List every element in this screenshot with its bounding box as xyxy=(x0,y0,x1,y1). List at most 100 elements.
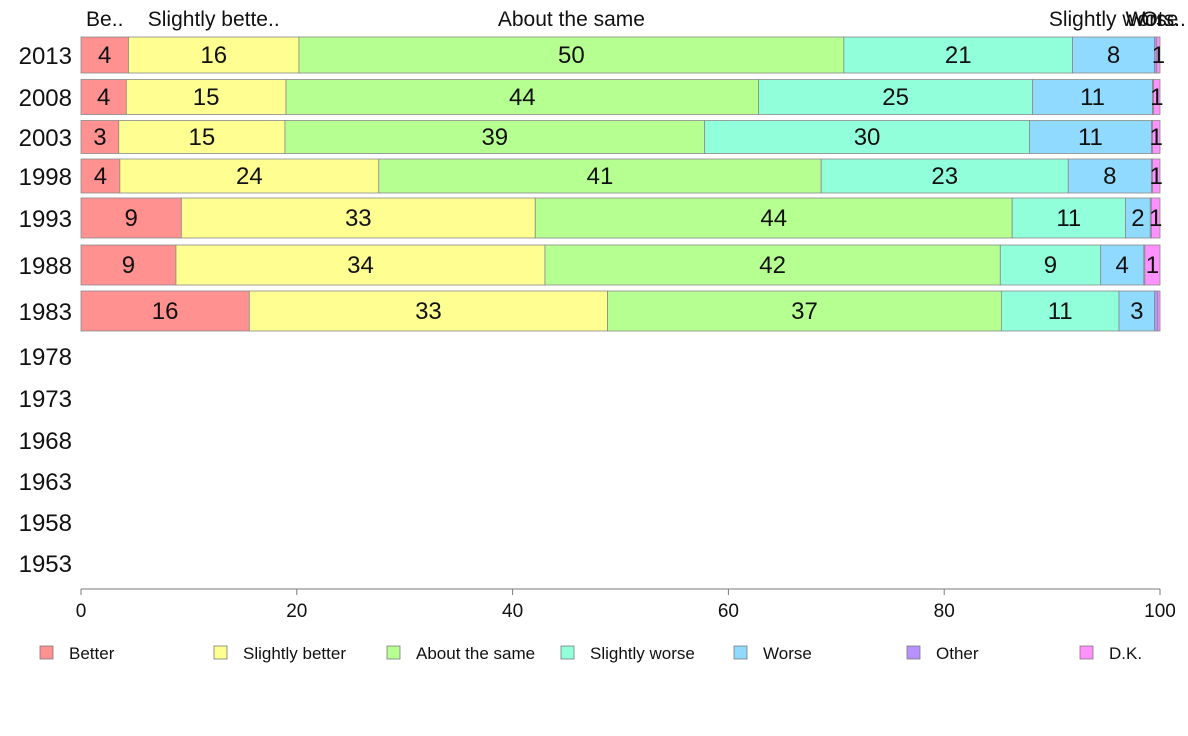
bar-segment-1993-worse xyxy=(1125,197,1151,239)
year-label-2008: 2008 xyxy=(19,85,72,112)
legend-label-3: Slightly worse xyxy=(590,644,695,663)
data-label-2013-6: 1 xyxy=(1152,42,1165,69)
legend-swatch-5 xyxy=(906,645,921,660)
x-tick-label-80: 80 xyxy=(934,601,955,622)
category-header-5: Wors.. xyxy=(1126,8,1186,31)
legend-swatch-3 xyxy=(560,645,575,660)
data-label-2008-3: 25 xyxy=(882,84,909,111)
bar-segment-1988-better xyxy=(80,244,177,286)
bar-segment-1993-better xyxy=(80,197,182,239)
bar-segment-2013-d-k- xyxy=(1156,36,1161,74)
legend-swatch-0 xyxy=(39,645,54,660)
data-label-1988-6: 1 xyxy=(1146,252,1159,279)
category-headers-layer: Be.. Slightly bette.. About the same Slight… xyxy=(86,8,1186,31)
data-label-2013-2: 50 xyxy=(558,42,585,69)
bar-segment-2008-about-the-same xyxy=(285,79,760,115)
year-label-1978: 1978 xyxy=(19,344,72,371)
data-label-2008-4: 11 xyxy=(1080,84,1105,111)
data-label-1983-4: 3 xyxy=(1130,298,1143,325)
legend-label-2: About the same xyxy=(416,644,535,663)
year-label-1968: 1968 xyxy=(19,428,72,455)
bar-segment-1988-d-k- xyxy=(1144,244,1161,286)
bar-segment-2008-slightly-better xyxy=(125,79,287,115)
bar-segment-2013-slightly-better xyxy=(128,36,300,74)
data-label-1988-1: 34 xyxy=(347,252,374,279)
data-label-1993-1: 33 xyxy=(345,205,372,232)
data-label-2013-3: 21 xyxy=(945,42,972,69)
data-label-1998-0: 4 xyxy=(94,163,107,190)
bar-segment-2013-slightly-worse xyxy=(843,36,1074,74)
legend-swatch-6 xyxy=(1079,645,1094,660)
year-labels-layer: 2013 2008 2003 1998 1993 1988 1983 1978 1973 1968… xyxy=(19,43,72,578)
year-label-1953: 1953 xyxy=(19,551,72,578)
data-label-1998-4: 8 xyxy=(1103,163,1116,190)
category-header-6: Ot.. xyxy=(1141,8,1175,31)
data-label-1993-4: 2 xyxy=(1131,205,1144,232)
bar-segment-2013-worse xyxy=(1072,36,1156,74)
data-label-1993-3: 11 xyxy=(1056,205,1081,232)
data-label-2013-1: 16 xyxy=(200,42,227,69)
data-label-1993-0: 9 xyxy=(124,205,137,232)
legend-label-0: Better xyxy=(69,644,115,663)
data-label-2008-6: 1 xyxy=(1150,84,1163,111)
data-label-1988-3: 9 xyxy=(1044,252,1057,279)
year-label-2013: 2013 xyxy=(19,43,72,70)
year-label-1963: 1963 xyxy=(19,469,72,496)
year-label-1988: 1988 xyxy=(19,253,72,280)
data-label-1998-1: 24 xyxy=(236,163,263,190)
year-label-1973: 1973 xyxy=(19,386,72,413)
legend-swatch-4 xyxy=(733,645,748,660)
data-label-2013-4: 8 xyxy=(1107,42,1120,69)
data-label-1983-1: 33 xyxy=(415,298,442,325)
year-label-1998: 1998 xyxy=(19,164,72,191)
data-label-2003-2: 39 xyxy=(481,124,508,151)
category-header-1: Slightly bette.. xyxy=(148,8,280,31)
category-header-4: Slightly worse xyxy=(1049,8,1179,31)
bar-segment-1983-worse xyxy=(1118,290,1156,332)
data-labels-layer: 4 16 50 21 8 14 15 44 25 11 13 15 39 30 11 14 24 41 23 8 19 3… xyxy=(93,42,1165,325)
bar-segment-1983-slightly-worse xyxy=(1000,290,1120,332)
bar-segment-1998-better xyxy=(80,158,121,194)
x-tick-label-60: 60 xyxy=(718,601,739,622)
data-label-1993-6: 1 xyxy=(1149,205,1162,232)
bar-segment-1983-other xyxy=(1154,290,1159,332)
legend-label-5: Other xyxy=(936,644,979,663)
data-label-2008-2: 44 xyxy=(509,84,536,111)
bar-segment-1998-slightly-worse xyxy=(820,158,1069,194)
data-label-2013-0: 4 xyxy=(98,42,111,69)
x-tick-label-20: 20 xyxy=(286,601,307,622)
year-label-1958: 1958 xyxy=(19,510,72,537)
bar-segment-1993-slightly-worse xyxy=(1011,197,1126,239)
bar-segment-2003-better xyxy=(80,120,120,154)
bar-segment-1983-about-the-same xyxy=(607,290,1002,332)
legend-label-6: D.K. xyxy=(1109,644,1142,663)
data-label-1983-2: 37 xyxy=(791,298,818,325)
data-label-2003-3: 30 xyxy=(854,124,881,151)
data-label-2003-0: 3 xyxy=(93,124,106,151)
bar-segment-1998-about-the-same xyxy=(378,158,822,194)
data-label-2008-1: 15 xyxy=(193,84,220,111)
bar-segment-2008-d-k- xyxy=(1153,79,1161,115)
category-header-2: About the same xyxy=(498,8,645,31)
bar-segment-2013-better xyxy=(80,36,129,74)
data-label-1988-2: 42 xyxy=(759,252,786,279)
data-label-1998-6: 1 xyxy=(1150,163,1163,190)
year-label-2003: 2003 xyxy=(19,125,72,152)
bar-segment-2003-d-k- xyxy=(1152,120,1161,154)
x-tick-label-0: 0 xyxy=(76,601,87,622)
legend: Better Slightly better About the same Sligh… xyxy=(39,644,1142,663)
bar-segment-1993-slightly-better xyxy=(180,197,536,239)
bar-segment-1993-d-k- xyxy=(1150,197,1161,239)
data-label-2003-6: 1 xyxy=(1150,124,1163,151)
legend-swatch-2 xyxy=(386,645,401,660)
data-label-2003-4: 11 xyxy=(1078,124,1103,151)
bar-segment-2003-about-the-same xyxy=(284,120,706,154)
data-label-1998-2: 41 xyxy=(587,163,614,190)
bar-segment-1998-slightly-better xyxy=(119,158,380,194)
bar-segment-2003-slightly-worse xyxy=(704,120,1030,154)
bar-segment-2003-slightly-better xyxy=(118,120,286,154)
legend-label-1: Slightly better xyxy=(243,644,346,663)
bar-segment-2003-worse xyxy=(1029,120,1152,154)
bar-segment-1988-about-the-same xyxy=(544,244,1001,286)
